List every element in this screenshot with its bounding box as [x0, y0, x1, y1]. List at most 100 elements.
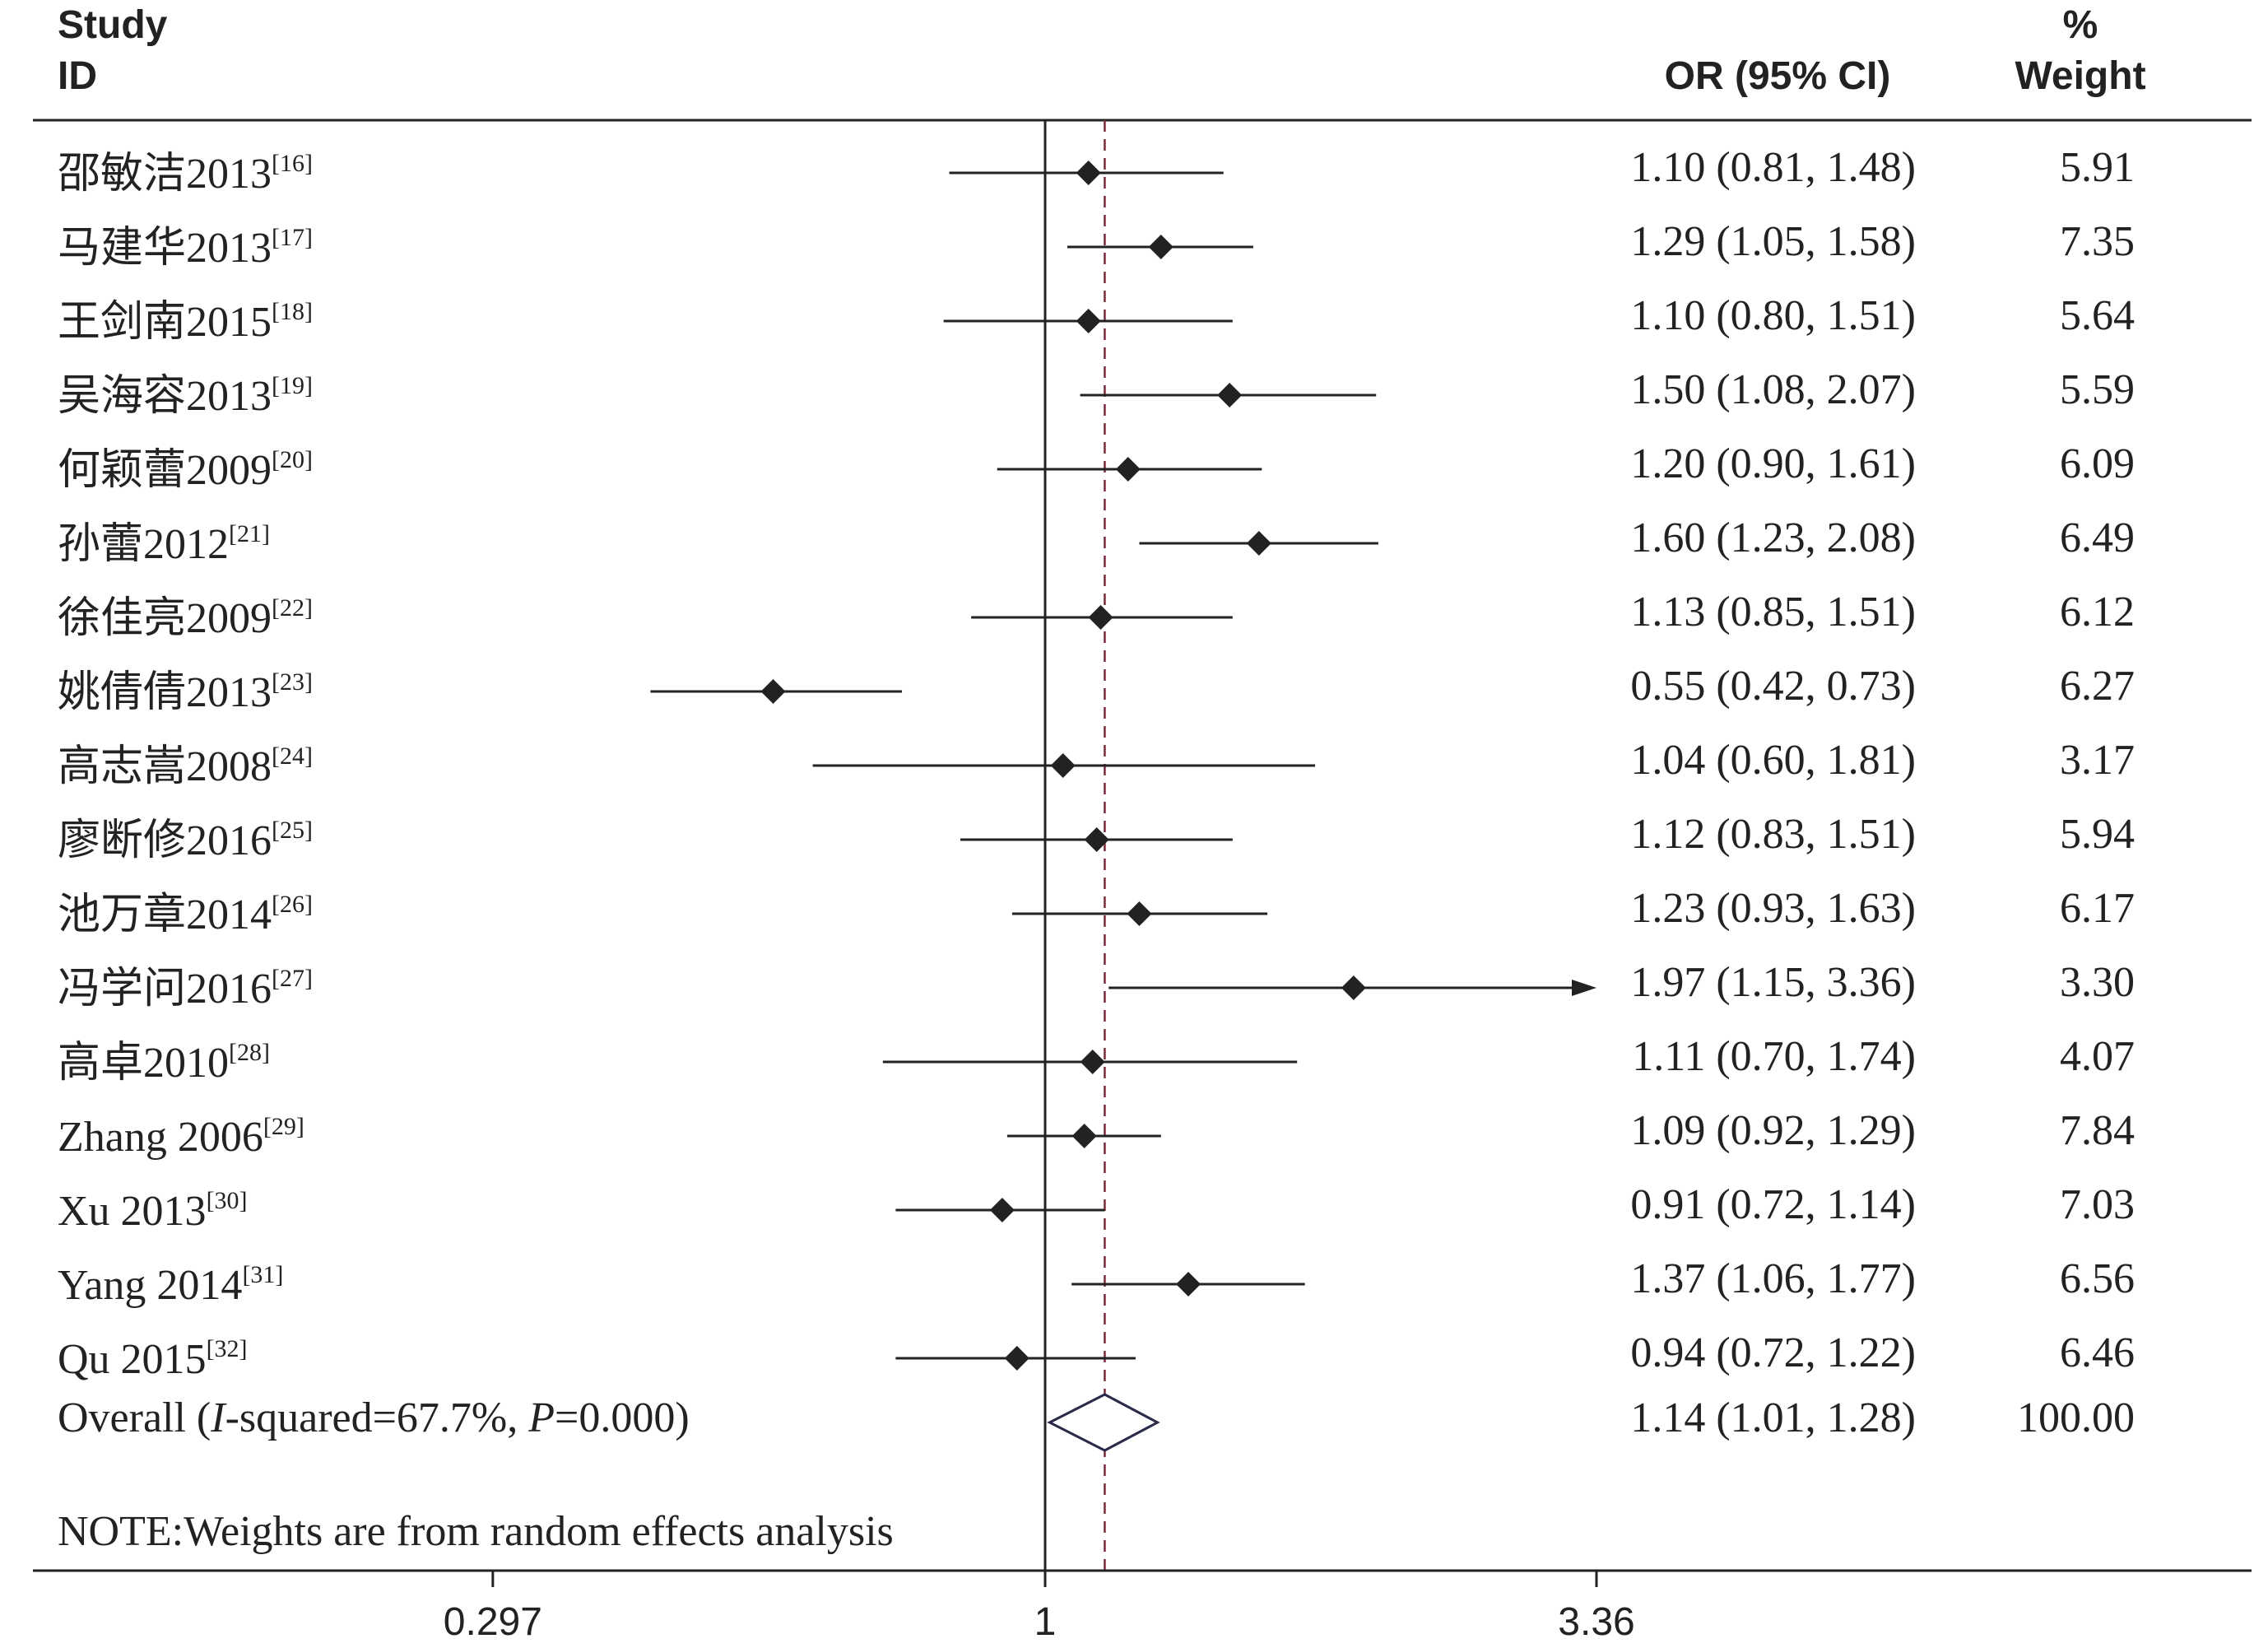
or-ci-value: 0.55 (0.42, 0.73)	[1630, 663, 1916, 710]
x-tick-label: 1	[1034, 1600, 1057, 1644]
x-axis-ticks: 0.297 1 3.36	[444, 1571, 1635, 1644]
point-estimate	[1176, 1272, 1201, 1297]
weight-value: 6.27	[2060, 663, 2135, 710]
percent-header: %	[2063, 3, 2098, 47]
study-label: 何颖蕾2009[20]	[58, 446, 313, 494]
weight-value: 6.46	[2060, 1329, 2135, 1376]
study-rows: 邵敏洁2013[16] 1.10 (0.81, 1.48) 5.91 马建华2013[…	[58, 144, 2135, 1383]
study-row: 吴海容2013[19] 1.50 (1.08, 2.07) 5.59	[58, 366, 2135, 420]
study-label: Yang 2014[31]	[58, 1261, 283, 1309]
weight-value: 3.30	[2060, 959, 2135, 1006]
study-label: 廖断修2016[25]	[58, 817, 313, 864]
study-label: 徐佳亮2009[22]	[58, 594, 313, 642]
study-label: 马建华2013[17]	[58, 224, 313, 272]
overall-weight: 100.00	[2017, 1394, 2135, 1441]
point-estimate	[989, 1198, 1015, 1222]
point-estimate	[1246, 531, 1271, 556]
point-estimate	[1080, 1050, 1105, 1074]
study-row: 冯学问2016[27] 1.97 (1.15, 3.36) 3.30	[58, 959, 2135, 1013]
weight-value: 6.49	[2060, 514, 2135, 561]
weight-value: 7.84	[2060, 1107, 2135, 1154]
point-estimate	[1071, 1124, 1097, 1148]
study-label: 姚倩倩2013[23]	[58, 668, 313, 716]
or-ci-value: 1.11 (0.70, 1.74)	[1632, 1033, 1916, 1080]
study-label: 孙蕾2012[21]	[58, 520, 270, 568]
study-row: 孙蕾2012[21] 1.60 (1.23, 2.08) 6.49	[58, 514, 2135, 568]
point-estimate	[1217, 383, 1243, 407]
study-label: Zhang 2006[29]	[58, 1113, 304, 1161]
or-ci-value: 1.97 (1.15, 3.36)	[1630, 959, 1916, 1006]
ci-arrow	[1572, 980, 1596, 996]
study-label: 池万章2014[26]	[58, 891, 313, 938]
study-label: 邵敏洁2013[16]	[58, 150, 313, 198]
study-row: 姚倩倩2013[23] 0.55 (0.42, 0.73) 6.27	[58, 663, 2135, 716]
weight-value: 6.17	[2060, 885, 2135, 932]
study-row: Qu 2015[32] 0.94 (0.72, 1.22) 6.46	[58, 1329, 2135, 1383]
weight-value: 6.09	[2060, 440, 2135, 487]
weight-value: 7.03	[2060, 1181, 2135, 1228]
study-label: 高卓2010[28]	[58, 1039, 270, 1087]
or-ci-value: 0.94 (0.72, 1.22)	[1630, 1329, 1916, 1376]
weight-value: 5.64	[2060, 292, 2135, 339]
weight-value: 6.12	[2060, 589, 2135, 635]
point-estimate	[1076, 309, 1101, 333]
study-row: 王剑南2015[18] 1.10 (0.80, 1.51) 5.64	[58, 292, 2135, 346]
overall-row: Overall (I-squared=67.7%, P=0.000) 1.14 …	[58, 1393, 2135, 1452]
point-estimate	[1004, 1346, 1029, 1371]
overall-label: Overall (I-squared=67.7%, P=0.000)	[58, 1394, 690, 1441]
note-text: NOTE:Weights are from random effects ana…	[58, 1508, 894, 1555]
overall-or-ci: 1.14 (1.01, 1.28)	[1630, 1394, 1916, 1441]
or-ci-value: 1.60 (1.23, 2.08)	[1630, 514, 1916, 561]
study-row: 高卓2010[28] 1.11 (0.70, 1.74) 4.07	[58, 1033, 2135, 1087]
study-row: 邵敏洁2013[16] 1.10 (0.81, 1.48) 5.91	[58, 144, 2135, 198]
or-ci-value: 1.13 (0.85, 1.51)	[1630, 589, 1916, 635]
study-label: 吴海容2013[19]	[58, 372, 313, 420]
weight-value: 3.17	[2060, 737, 2135, 784]
x-tick-label: 0.297	[444, 1600, 542, 1644]
weight-value: 5.59	[2060, 366, 2135, 413]
or-ci-value: 1.09 (0.92, 1.29)	[1630, 1107, 1916, 1154]
point-estimate	[760, 679, 786, 704]
point-estimate	[1341, 975, 1366, 1000]
study-row: Xu 2013[30] 0.91 (0.72, 1.14) 7.03	[58, 1181, 2135, 1235]
weight-value: 7.35	[2060, 218, 2135, 265]
study-row: 马建华2013[17] 1.29 (1.05, 1.58) 7.35	[58, 218, 2135, 272]
weight-header: Weight	[2015, 54, 2145, 98]
point-estimate	[1076, 161, 1101, 185]
study-row: 徐佳亮2009[22] 1.13 (0.85, 1.51) 6.12	[58, 589, 2135, 642]
weight-value: 4.07	[2060, 1033, 2135, 1080]
or-ci-value: 1.04 (0.60, 1.81)	[1630, 737, 1916, 784]
or-ci-value: 1.10 (0.81, 1.48)	[1630, 144, 1916, 191]
weight-value: 5.91	[2060, 144, 2135, 191]
study-label: 高志嵩2008[24]	[58, 743, 313, 790]
study-label: Xu 2013[30]	[58, 1187, 248, 1235]
weight-value: 5.94	[2060, 811, 2135, 858]
overall-diamond	[1047, 1393, 1160, 1452]
point-estimate	[1127, 901, 1152, 926]
study-row: Yang 2014[31] 1.37 (1.06, 1.77) 6.56	[58, 1255, 2135, 1309]
id-header: ID	[58, 54, 97, 98]
study-label: Qu 2015[32]	[58, 1335, 248, 1383]
x-tick-label: 3.36	[1558, 1600, 1634, 1644]
study-row: 廖断修2016[25] 1.12 (0.83, 1.51) 5.94	[58, 811, 2135, 864]
or-ci-value: 1.29 (1.05, 1.58)	[1630, 218, 1916, 265]
or-ci-value: 1.20 (0.90, 1.61)	[1630, 440, 1916, 487]
or-ci-value: 1.50 (1.08, 2.07)	[1630, 366, 1916, 413]
study-row: 高志嵩2008[24] 1.04 (0.60, 1.81) 3.17	[58, 737, 2135, 790]
study-row: 池万章2014[26] 1.23 (0.93, 1.63) 6.17	[58, 885, 2135, 938]
study-label: 冯学问2016[27]	[58, 965, 313, 1013]
point-estimate	[1084, 827, 1109, 852]
point-estimate	[1088, 605, 1113, 630]
point-estimate	[1148, 235, 1174, 259]
point-estimate	[1050, 753, 1076, 778]
or-ci-value: 1.12 (0.83, 1.51)	[1630, 811, 1916, 858]
study-label: 王剑南2015[18]	[58, 298, 313, 346]
or-ci-value: 1.10 (0.80, 1.51)	[1630, 292, 1916, 339]
weight-value: 6.56	[2060, 1255, 2135, 1302]
study-header: Study	[58, 3, 168, 47]
or-ci-header: OR (95% CI)	[1665, 54, 1891, 98]
or-ci-value: 1.23 (0.93, 1.63)	[1630, 885, 1916, 932]
study-row: 何颖蕾2009[20] 1.20 (0.90, 1.61) 6.09	[58, 440, 2135, 494]
or-ci-value: 0.91 (0.72, 1.14)	[1630, 1181, 1916, 1228]
